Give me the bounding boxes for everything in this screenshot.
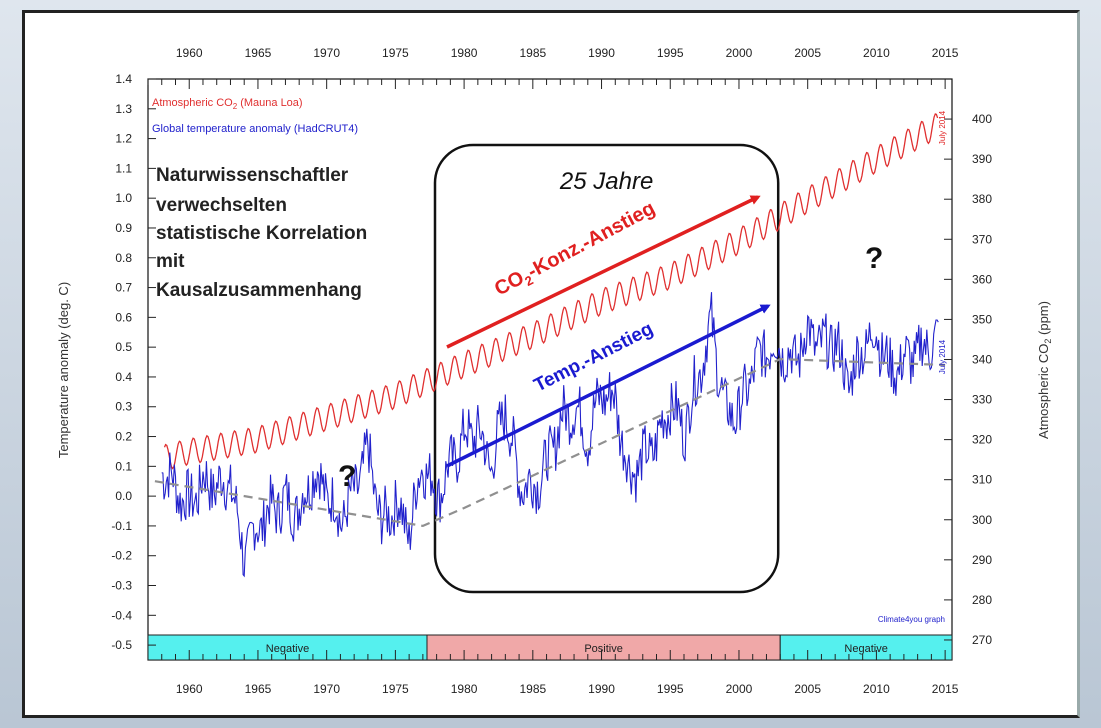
question-mark-right: ? <box>865 242 883 275</box>
x-tick-label-top: 1965 <box>245 46 272 60</box>
x-tick-label-bottom: 1965 <box>245 682 272 696</box>
y-right-tick-label: 310 <box>972 473 992 487</box>
axis-ticks <box>147 78 952 660</box>
x-tick-label-bottom: 1985 <box>519 682 546 696</box>
x-tick-label-top: 2015 <box>932 46 959 60</box>
x-tick-label-bottom: 2015 <box>932 682 959 696</box>
july-2014-co2-note: July 2014 <box>938 110 947 145</box>
y-left-tick-label: 1.4 <box>115 72 132 86</box>
x-tick-label-top: 1975 <box>382 46 409 60</box>
x-tick-label-top: 1970 <box>313 46 340 60</box>
y-right-tick-label: 270 <box>972 633 992 647</box>
y-right-tick-label: 290 <box>972 553 992 567</box>
y-axis-right-title: Atmospheric CO2 (ppm) <box>1036 301 1053 439</box>
y-left-tick-label: 1.0 <box>115 191 132 205</box>
x-tick-label-top: 1985 <box>519 46 546 60</box>
x-tick-label-bottom: 2005 <box>794 682 821 696</box>
x-tick-label-bottom: 2010 <box>863 682 890 696</box>
y-left-tick-label: 0.1 <box>115 459 132 473</box>
x-tick-label-top: 1995 <box>657 46 684 60</box>
x-tick-label-top: 2010 <box>863 46 890 60</box>
x-tick-label-top: 1980 <box>451 46 478 60</box>
x-tick-label-bottom: 2000 <box>726 682 753 696</box>
y-right-tick-label: 400 <box>972 112 992 126</box>
y-left-tick-label: 0.7 <box>115 281 132 295</box>
statement-line-3: statistische Korrelation <box>156 223 367 244</box>
question-mark-left: ? <box>338 460 356 493</box>
x-tick-label-top: 1990 <box>588 46 615 60</box>
series-layer <box>154 113 946 578</box>
co2-rise-arrow <box>446 195 761 349</box>
band-label-2: Negative <box>844 643 887 655</box>
y-left-tick-label: -0.4 <box>111 608 132 622</box>
y-left-tick-label: 1.1 <box>115 161 132 175</box>
y-left-tick-label: -0.3 <box>111 579 132 593</box>
x-tick-label-bottom: 1975 <box>382 682 409 696</box>
legend-co2: Atmospheric CO2 (Mauna Loa) <box>152 97 303 111</box>
temperature-rise-arrow <box>446 304 771 468</box>
statement-block: Naturwissenschaftler verwechselten stati… <box>156 165 367 301</box>
y-right-tick-label: 300 <box>972 513 992 527</box>
y-right-tick-label: 350 <box>972 312 992 326</box>
statement-line-1: Naturwissenschaftler <box>156 165 349 186</box>
y-right-tick-label: 320 <box>972 433 992 447</box>
y-left-tick-label: 0.0 <box>115 489 132 503</box>
y-right-tick-label: 360 <box>972 272 992 286</box>
series-trend-line <box>154 357 946 528</box>
y-left-tick-label: 0.6 <box>115 310 132 324</box>
y-left-tick-label: 0.5 <box>115 340 132 354</box>
y-right-tick-label: 280 <box>972 593 992 607</box>
period-label: 25 Jahre <box>559 168 653 195</box>
y-left-tick-label: 1.2 <box>115 132 132 146</box>
x-tick-label-top: 2000 <box>726 46 753 60</box>
y-left-tick-label: 0.3 <box>115 400 132 414</box>
credit-label: Climate4you graph <box>878 615 945 624</box>
y-left-tick-label: 0.8 <box>115 251 132 265</box>
statement-line-5: Kausalzusammenhang <box>156 280 362 301</box>
statement-line-4: mit <box>156 251 185 272</box>
x-tick-label-bottom: 1980 <box>451 682 478 696</box>
y-left-tick-label: 1.3 <box>115 102 132 116</box>
july-2014-temperature-note: July 2014 <box>938 339 947 374</box>
y-right-tick-label: 390 <box>972 152 992 166</box>
co2-rise-arrow-label: CO2-Konz.-Anstieg <box>491 197 660 303</box>
band-label-1: Positive <box>584 643 623 655</box>
band-label-0: Negative <box>266 643 309 655</box>
y-left-tick-label: -0.5 <box>111 638 132 652</box>
x-tick-label-bottom: 1995 <box>657 682 684 696</box>
x-tick-label-top: 1960 <box>176 46 203 60</box>
phase-bands: Negative Positive Negative <box>147 634 953 661</box>
x-tick-label-bottom: 1990 <box>588 682 615 696</box>
axis-tick-labels: 1960 1960 1965 1965 1970 1970 1975 1975 1980 1980… <box>111 46 992 696</box>
y-axis-left-title: Temperature anomaly (deg. C) <box>56 282 71 458</box>
band-2 <box>779 634 953 661</box>
x-tick-label-bottom: 1970 <box>313 682 340 696</box>
series-temperature-line <box>161 292 939 578</box>
y-right-tick-label: 340 <box>972 352 992 366</box>
legend-temperature: Global temperature anomaly (HadCRUT4) <box>152 123 358 135</box>
y-right-tick-label: 370 <box>972 232 992 246</box>
x-tick-label-bottom: 1960 <box>176 682 203 696</box>
series-co2-line <box>163 113 939 470</box>
y-left-tick-label: -0.2 <box>111 549 132 563</box>
y-right-tick-label: 330 <box>972 393 992 407</box>
y-right-tick-label: 380 <box>972 192 992 206</box>
y-left-tick-label: 0.2 <box>115 430 132 444</box>
temperature-rise-arrow-label: Temp.-Anstieg <box>531 318 657 396</box>
statement-line-2: verwechselten <box>156 195 287 216</box>
y-left-tick-label: 0.4 <box>115 370 132 384</box>
x-tick-label-top: 2005 <box>794 46 821 60</box>
y-left-tick-label: -0.1 <box>111 519 132 533</box>
period-box <box>433 143 780 594</box>
y-left-tick-label: 0.9 <box>115 221 132 235</box>
band-0 <box>147 634 428 661</box>
